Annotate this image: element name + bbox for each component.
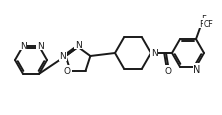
Text: O: O [165, 66, 172, 75]
Text: C: C [203, 19, 209, 28]
Text: N: N [151, 49, 157, 58]
Text: F: F [202, 14, 206, 23]
Text: N: N [37, 41, 43, 50]
Text: F: F [208, 19, 212, 28]
Text: N: N [59, 52, 66, 61]
Text: F: F [200, 19, 204, 28]
Text: N: N [75, 40, 81, 49]
Text: N: N [20, 41, 26, 50]
Text: N: N [193, 64, 201, 74]
Text: O: O [64, 66, 71, 75]
